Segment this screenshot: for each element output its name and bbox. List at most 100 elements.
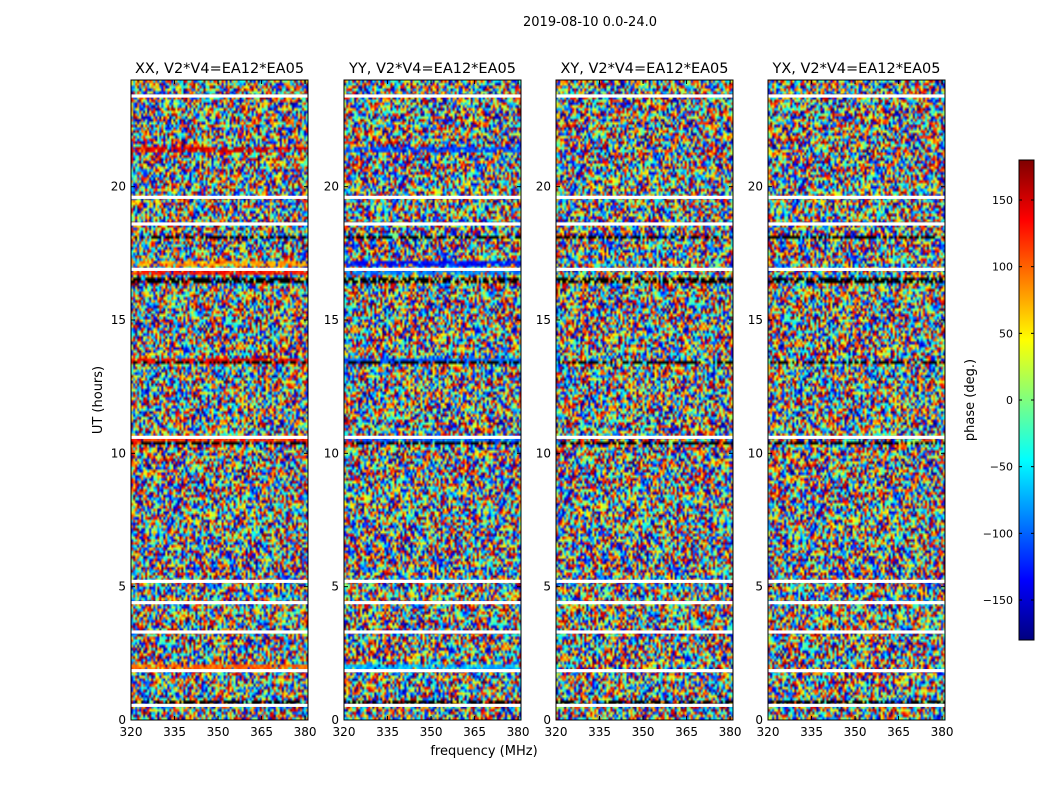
flagged-gap <box>344 94 521 98</box>
flagged-gap <box>344 601 521 605</box>
y-tick-label: 0 <box>543 713 551 727</box>
flagged-gap <box>344 267 521 271</box>
flagged-gap <box>768 195 945 199</box>
x-tick-label: 350 <box>632 725 655 739</box>
panel-yy: YY, V2*V4=EA12*EA05 320 335 350 365 380 0 5 10 15… <box>324 61 530 739</box>
x-tick-label: 320 <box>757 725 780 739</box>
x-tick-label: 350 <box>207 725 230 739</box>
x-tick-label: 335 <box>163 725 186 739</box>
panel-xx: XX, V2*V4=EA12*EA05 320 335 350 365 380 0 5 10 15… <box>111 61 317 739</box>
panels-group: XX, V2*V4=EA12*EA05 320 335 350 365 380 0 5 10 15… <box>111 61 954 739</box>
x-tick-label: 320 <box>333 725 356 739</box>
flagged-gap <box>344 579 521 583</box>
y-tick-label: 10 <box>536 446 551 460</box>
flagged-gap <box>768 267 945 271</box>
colorbar-tick-label: −150 <box>983 594 1013 607</box>
flagged-gap <box>131 267 308 271</box>
panel-frame <box>767 79 946 721</box>
phase-heatmap <box>556 80 733 720</box>
flagged-gap <box>556 601 733 605</box>
y-tick-label: 15 <box>111 313 126 327</box>
panel-title: YY, V2*V4=EA12*EA05 <box>348 61 516 77</box>
panel-title: YX, V2*V4=EA12*EA05 <box>771 61 940 77</box>
panel-title: XY, V2*V4=EA12*EA05 <box>560 61 728 77</box>
flagged-gap <box>131 630 308 634</box>
x-tick-label: 365 <box>463 725 486 739</box>
flagged-gap <box>131 669 308 673</box>
flagged-gap <box>768 669 945 673</box>
y-tick-label: 15 <box>536 313 551 327</box>
colorbar-tick-label: 100 <box>992 261 1013 274</box>
flagged-gap <box>556 94 733 98</box>
x-tick-label: 350 <box>844 725 867 739</box>
y-tick-label: 15 <box>748 313 763 327</box>
colorbar-tick-label: 0 <box>1006 394 1013 407</box>
flagged-gap <box>344 195 521 199</box>
y-tick-label: 5 <box>755 580 763 594</box>
figure-title: 2019-08-10 0.0-24.0 <box>523 15 657 30</box>
flagged-gap <box>768 579 945 583</box>
x-tick-label: 380 <box>931 725 954 739</box>
x-tick-label: 320 <box>120 725 143 739</box>
y-tick-label: 10 <box>748 446 763 460</box>
x-tick-label: 335 <box>800 725 823 739</box>
x-tick-label: 365 <box>887 725 910 739</box>
flagged-gap <box>556 222 733 226</box>
x-tick-label: 335 <box>588 725 611 739</box>
x-axis-label: frequency (MHz) <box>430 744 537 759</box>
flagged-gap <box>131 222 308 226</box>
y-tick-label: 20 <box>324 180 339 194</box>
x-tick-label: 380 <box>719 725 742 739</box>
x-tick-label: 350 <box>420 725 443 739</box>
flagged-gap <box>556 435 733 439</box>
colorbar-label: phase (deg.) <box>963 359 978 441</box>
flagged-gap <box>556 630 733 634</box>
panel-title: XX, V2*V4=EA12*EA05 <box>135 61 304 77</box>
flagged-gap <box>344 222 521 226</box>
x-tick-label: 365 <box>250 725 273 739</box>
phase-heatmap <box>768 80 945 720</box>
flagged-gap <box>556 579 733 583</box>
flagged-gap <box>131 195 308 199</box>
flagged-gap <box>768 630 945 634</box>
flagged-gap <box>768 222 945 226</box>
flagged-gap <box>556 195 733 199</box>
flagged-gap <box>768 435 945 439</box>
y-tick-label: 10 <box>111 446 126 460</box>
panel-frame <box>555 79 734 721</box>
panel-yx: YX, V2*V4=EA12*EA05 320 335 350 365 380 0 5 10 15… <box>748 61 954 739</box>
flagged-gap <box>768 94 945 98</box>
colorbar-tick-label: 50 <box>999 327 1013 340</box>
flagged-gap <box>556 669 733 673</box>
colorbar-tick-label: −100 <box>983 527 1013 540</box>
flagged-gap <box>131 601 308 605</box>
x-tick-label: 335 <box>376 725 399 739</box>
flagged-gap <box>344 630 521 634</box>
y-tick-label: 20 <box>748 180 763 194</box>
y-tick-label: 20 <box>536 180 551 194</box>
phase-heatmap <box>131 80 308 720</box>
x-tick-label: 380 <box>507 725 530 739</box>
y-tick-label: 20 <box>111 180 126 194</box>
x-tick-label: 365 <box>675 725 698 739</box>
y-tick-label: 0 <box>331 713 339 727</box>
flagged-gap <box>131 579 308 583</box>
panel-frame <box>343 79 522 721</box>
flagged-gap <box>131 435 308 439</box>
y-axis-label: UT (hours) <box>91 366 106 434</box>
flagged-gap <box>556 267 733 271</box>
y-tick-label: 10 <box>324 446 339 460</box>
colorbar-tick-label: 150 <box>992 194 1013 207</box>
colorbar-ticks: 150 100 50 0 −50 −100 −150 <box>983 194 1034 607</box>
flagged-gap <box>768 601 945 605</box>
y-tick-label: 0 <box>118 713 126 727</box>
x-tick-label: 320 <box>545 725 568 739</box>
phase-heatmap <box>344 80 521 720</box>
flagged-gap <box>768 703 945 707</box>
panel-frame <box>130 79 309 721</box>
flagged-gap <box>556 703 733 707</box>
y-tick-label: 15 <box>324 313 339 327</box>
y-tick-label: 5 <box>543 580 551 594</box>
x-tick-label: 380 <box>294 725 317 739</box>
